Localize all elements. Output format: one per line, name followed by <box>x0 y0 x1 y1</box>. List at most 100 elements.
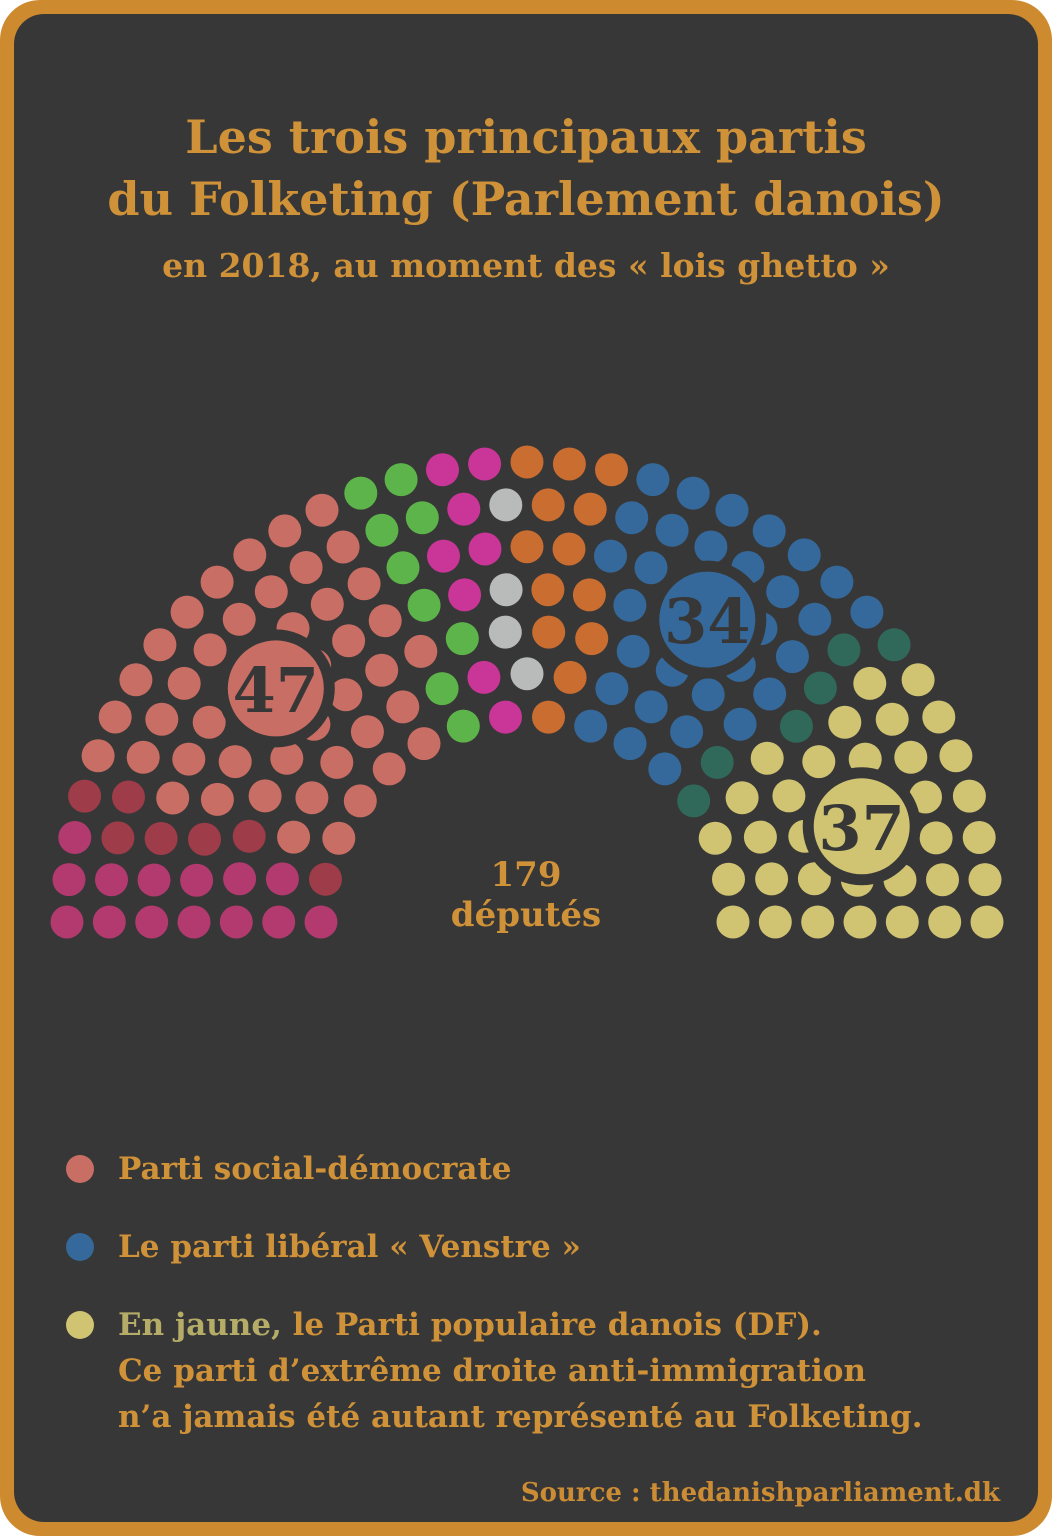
seat-dot <box>344 476 378 510</box>
seat-dot <box>489 573 523 607</box>
seat-dot <box>468 447 502 481</box>
seat-dot <box>716 905 750 939</box>
seat-dot <box>180 863 214 897</box>
danish-peoples-party-swatch-icon <box>66 1311 94 1339</box>
legend-label: Le parti libéral « Venstre » <box>118 1229 581 1265</box>
seat-dot <box>909 780 942 814</box>
seat-dot <box>677 784 711 818</box>
seat-dot <box>532 700 565 734</box>
seat-dot <box>636 463 670 497</box>
seat-dot <box>922 700 956 734</box>
seat-dot <box>798 602 832 636</box>
seat-dot <box>574 709 608 743</box>
legend-line3: n’a jamais été autant représenté au Folk… <box>118 1399 923 1435</box>
legend-line1: En jaune, le Parti populaire danois (DF)… <box>118 1302 923 1348</box>
seat-dot <box>218 745 252 779</box>
seat-dot <box>145 702 179 736</box>
seat-dot <box>98 700 132 734</box>
seat-dot <box>553 660 587 694</box>
seat-dot <box>445 622 479 656</box>
seat-dot <box>801 905 835 939</box>
seat-dot <box>268 514 302 548</box>
party-seat-count-value: 37 <box>819 792 905 865</box>
seat-dot <box>694 530 728 564</box>
seat-dot <box>126 740 160 774</box>
seat-dot <box>386 551 420 585</box>
seat-dot <box>952 779 986 813</box>
seat-dot <box>405 501 439 535</box>
seat-dot <box>572 578 606 612</box>
seat-dot <box>92 905 126 939</box>
seat-dot <box>343 784 377 818</box>
seat-dot <box>95 863 128 897</box>
parliament-chart: 47 34 37 <box>50 445 1004 939</box>
seat-dot <box>310 587 344 621</box>
seat-dot <box>448 578 482 612</box>
seat-dot <box>615 501 649 535</box>
seat-dot <box>326 530 360 564</box>
seat-dot <box>295 781 329 815</box>
seat-dot <box>447 492 481 526</box>
party-seat-count-badge <box>227 640 324 737</box>
seat-dot <box>928 905 962 939</box>
legend-label: En jaune, le Parti populaire danois (DF)… <box>118 1302 923 1440</box>
seat-dot <box>177 905 211 939</box>
seat-dot <box>192 705 226 739</box>
seat-dot <box>743 820 777 854</box>
seat-dot <box>573 492 607 526</box>
legend: Parti social-démocrate Le parti libéral … <box>66 1146 923 1472</box>
seat-dot <box>350 715 384 749</box>
seat-dot <box>222 602 256 636</box>
seat-dot <box>254 575 288 609</box>
seat-dot <box>712 862 745 896</box>
seat-dot <box>52 863 86 897</box>
seat-dot <box>715 493 749 527</box>
party-seat-count-badge <box>813 778 910 875</box>
seat-dot <box>172 742 206 776</box>
seat-dot <box>223 862 257 896</box>
seat-dot <box>766 575 800 609</box>
seat-dot <box>170 595 204 629</box>
seat-dot <box>322 821 356 855</box>
source-text: Source : thedanishparliament.dk <box>520 1478 1000 1508</box>
seat-dot <box>510 530 544 564</box>
seat-dot <box>939 739 973 773</box>
total-deputies-label: 179 députés <box>14 855 1038 935</box>
seat-dot <box>758 905 792 939</box>
seat-dot <box>843 905 877 939</box>
seat-dot <box>135 905 169 939</box>
seat-dot <box>634 690 668 724</box>
poster-panel: Les trois principaux partis du Folketing… <box>14 14 1038 1522</box>
seat-dot <box>779 709 813 743</box>
legend-label: Parti social-démocrate <box>118 1151 512 1187</box>
seat-dot <box>232 819 266 853</box>
seat-dot <box>488 615 522 649</box>
seat-dot <box>167 666 201 700</box>
seat-dot <box>119 663 153 697</box>
seat-dot <box>634 551 668 585</box>
seat-dot <box>827 633 861 667</box>
seat-dot <box>446 709 480 743</box>
seat-dot <box>68 779 102 813</box>
venstre-swatch-icon <box>66 1233 94 1261</box>
seat-dot <box>404 634 438 668</box>
seat-dot <box>200 565 234 599</box>
seat-dot <box>828 705 862 739</box>
seat-dot <box>407 727 441 761</box>
seat-dot <box>962 821 996 854</box>
legend-item-venstre: Le parti libéral « Venstre » <box>66 1224 923 1270</box>
header: Les trois principaux partis du Folketing… <box>14 106 1038 285</box>
seat-dot <box>368 604 402 638</box>
party-seat-count-value: 34 <box>664 585 750 658</box>
seat-dot <box>803 671 837 705</box>
seat-dot <box>613 727 647 761</box>
seat-dot <box>305 493 339 527</box>
seat-dot <box>265 862 299 896</box>
seat-dot <box>850 595 884 629</box>
seat-dot <box>595 672 629 706</box>
seat-dot <box>655 513 689 547</box>
seat-dot <box>365 513 399 547</box>
seat-dot <box>725 781 759 815</box>
seat-dot <box>386 690 420 724</box>
